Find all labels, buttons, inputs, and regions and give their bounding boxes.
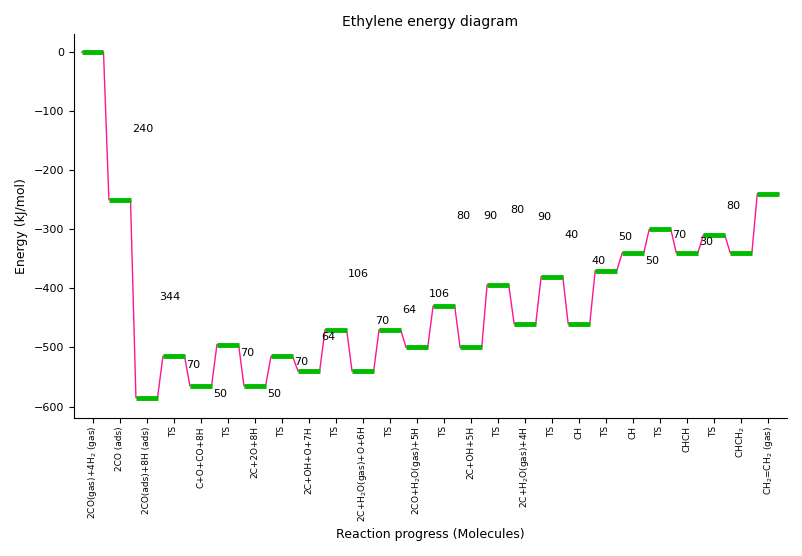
Text: 70: 70: [186, 360, 200, 370]
Text: 70: 70: [240, 349, 254, 359]
Text: 90: 90: [537, 212, 551, 222]
Text: 240: 240: [132, 124, 153, 134]
Text: 80: 80: [727, 201, 740, 211]
Text: 344: 344: [159, 292, 180, 302]
Text: 80: 80: [456, 211, 470, 221]
Text: 40: 40: [591, 256, 606, 266]
Text: 80: 80: [510, 205, 525, 215]
X-axis label: Reaction progress (Molecules): Reaction progress (Molecules): [336, 528, 525, 541]
Title: Ethylene energy diagram: Ethylene energy diagram: [342, 15, 518, 29]
Text: 70: 70: [672, 230, 687, 240]
Text: 50: 50: [267, 389, 281, 399]
Text: 70: 70: [294, 358, 308, 368]
Text: 50: 50: [213, 389, 227, 399]
Text: 30: 30: [699, 237, 713, 247]
Text: 70: 70: [375, 316, 389, 326]
Text: 50: 50: [618, 232, 632, 242]
Text: 90: 90: [483, 211, 497, 221]
Text: 106: 106: [429, 289, 450, 299]
Text: 64: 64: [321, 332, 335, 342]
Text: 50: 50: [645, 256, 659, 266]
Text: 40: 40: [564, 230, 578, 240]
Text: 106: 106: [348, 269, 369, 279]
Y-axis label: Energy (kJ/mol): Energy (kJ/mol): [15, 178, 28, 274]
Text: 64: 64: [402, 305, 416, 315]
